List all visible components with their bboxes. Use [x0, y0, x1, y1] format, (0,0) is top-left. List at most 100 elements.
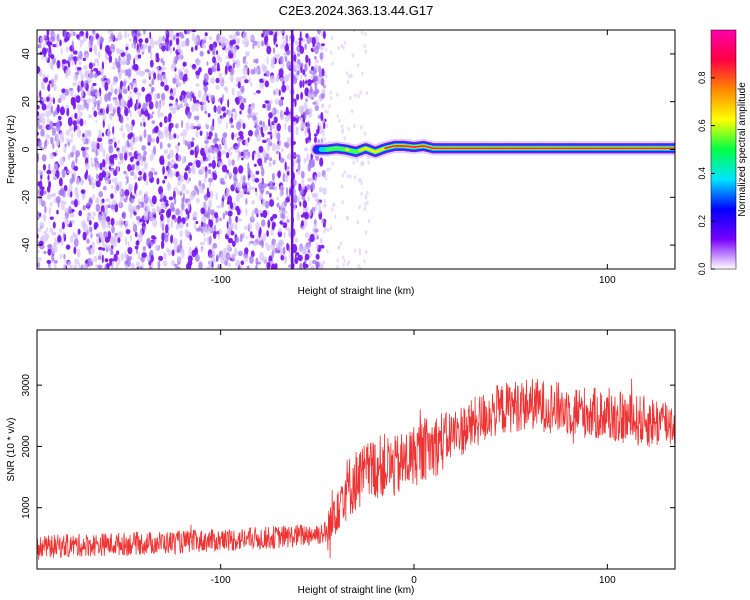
noise-speckle: [127, 247, 133, 255]
noise-speckle: [51, 252, 55, 262]
noise-speckle: [320, 219, 324, 224]
noise-speckle: [186, 30, 190, 35]
noise-speckle: [297, 169, 301, 175]
noise-speckle: [98, 246, 103, 251]
noise-speckle: [154, 93, 157, 102]
noise-speckle: [210, 209, 216, 216]
noise-speckle: [61, 201, 65, 211]
noise-speckle: [195, 83, 200, 87]
snr-frame: [36, 329, 676, 570]
noise-speckle: [76, 34, 80, 39]
noise-speckle: [261, 239, 264, 249]
noise-speckle: [199, 159, 205, 164]
noise-speckle: [53, 163, 59, 171]
noise-speckle: [105, 153, 109, 163]
noise-speckle: [332, 203, 335, 207]
noise-speckle: [126, 115, 129, 121]
noise-speckle: [116, 184, 120, 192]
noise-speckle: [256, 40, 261, 49]
noise-speckle: [195, 159, 201, 168]
noise-speckle: [304, 63, 308, 72]
noise-speckle: [232, 45, 237, 55]
noise-speckle: [67, 33, 72, 37]
noise-speckle: [54, 264, 57, 269]
noise-speckle: [216, 55, 221, 60]
noise-speckle: [341, 130, 344, 134]
noise-speckle: [145, 178, 149, 186]
noise-speckle: [44, 56, 48, 62]
noise-speckle: [108, 145, 114, 154]
noise-speckle: [274, 186, 277, 191]
noise-speckle: [192, 161, 195, 168]
noise-speckle: [306, 184, 311, 190]
noise-speckle: [95, 119, 98, 124]
noise-speckle: [200, 166, 205, 174]
noise-speckle: [272, 159, 277, 163]
noise-speckle: [220, 150, 226, 155]
noise-speckle: [255, 221, 260, 231]
noise-speckle: [285, 84, 290, 91]
noise-speckle: [308, 251, 312, 258]
noise-speckle: [108, 55, 113, 63]
noise-speckle: [302, 261, 306, 269]
noise-speckle: [113, 177, 118, 187]
noise-speckle: [271, 263, 276, 269]
noise-speckle: [159, 141, 163, 150]
noise-speckle: [166, 209, 171, 219]
noise-speckle: [274, 88, 280, 94]
noise-speckle: [273, 241, 276, 247]
noise-speckle: [221, 164, 228, 173]
noise-speckle: [286, 60, 292, 70]
noise-speckle: [305, 206, 309, 212]
noise-speckle: [44, 233, 50, 240]
noise-speckle: [337, 46, 340, 51]
noise-speckle: [113, 169, 118, 176]
noise-speckle: [243, 253, 249, 263]
noise-speckle: [175, 171, 180, 177]
noise-speckle: [233, 182, 237, 189]
noise-speckle: [75, 192, 80, 201]
noise-speckle: [140, 159, 144, 167]
noise-speckle: [194, 45, 198, 51]
noise-speckle: [284, 256, 287, 261]
noise-speckle: [134, 245, 139, 250]
noise-speckle: [365, 250, 368, 254]
noise-speckle: [230, 146, 234, 150]
noise-speckle: [224, 210, 228, 216]
noise-speckle: [341, 200, 344, 205]
noise-speckle: [264, 156, 267, 164]
noise-speckle: [121, 69, 126, 74]
noise-speckle: [314, 104, 319, 112]
noise-speckle: [336, 264, 339, 269]
noise-speckle: [103, 114, 106, 122]
noise-speckle: [237, 138, 242, 144]
noise-speckle: [65, 244, 71, 250]
noise-speckle: [117, 31, 123, 41]
noise-speckle: [186, 222, 189, 227]
noise-speckle: [111, 177, 114, 183]
noise-speckle: [136, 32, 142, 37]
noise-speckle: [207, 206, 211, 216]
noise-speckle: [45, 134, 51, 140]
noise-speckle: [87, 114, 93, 119]
noise-speckle: [66, 108, 70, 117]
noise-speckle: [170, 234, 174, 244]
noise-speckle: [177, 142, 180, 146]
noise-speckle: [160, 112, 164, 117]
noise-speckle: [152, 168, 155, 173]
noise-speckle: [316, 30, 321, 35]
noise-speckle: [130, 84, 134, 90]
noise-speckle: [113, 106, 117, 110]
noise-speckle: [136, 266, 139, 269]
noise-speckle: [65, 138, 70, 143]
noise-speckle: [272, 247, 276, 252]
noise-speckle: [90, 157, 93, 162]
noise-speckle: [162, 195, 167, 203]
noise-speckle: [207, 113, 211, 118]
noise-speckle: [309, 260, 312, 267]
noise-speckle: [341, 124, 344, 129]
noise-speckle: [306, 36, 311, 45]
noise-speckle: [271, 221, 276, 228]
colorbar-tick-label: 0.2: [697, 215, 707, 228]
noise-speckle: [215, 254, 220, 261]
